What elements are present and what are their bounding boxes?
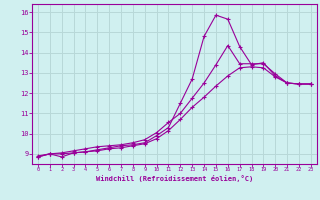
X-axis label: Windchill (Refroidissement éolien,°C): Windchill (Refroidissement éolien,°C) bbox=[96, 175, 253, 182]
